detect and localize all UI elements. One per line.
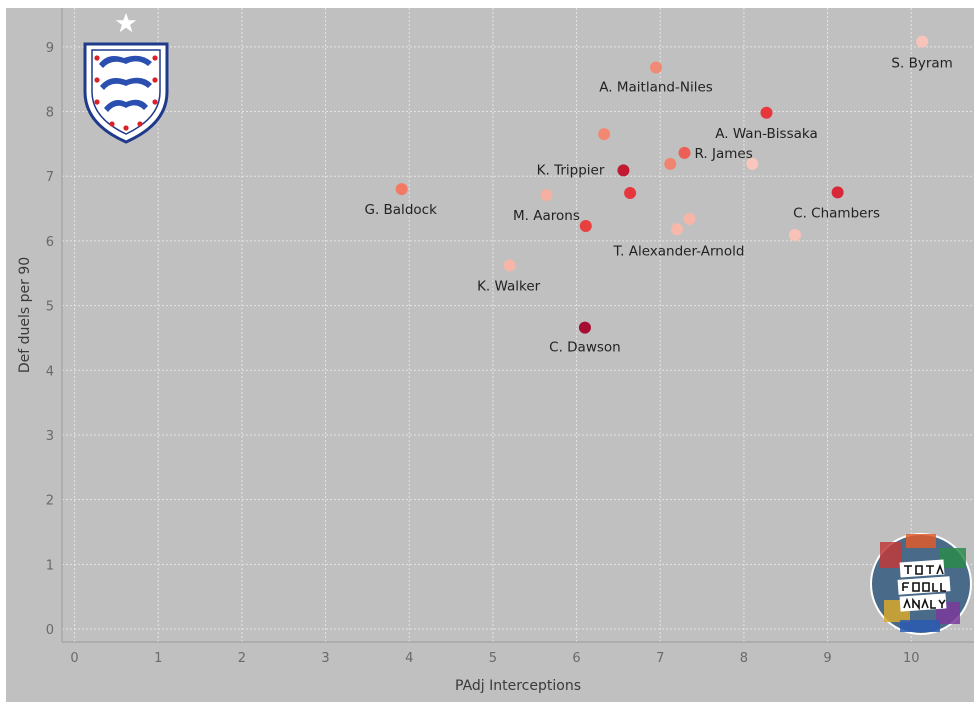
point-label: S. Byram xyxy=(891,56,952,72)
total-football-analysis-logo xyxy=(870,533,972,635)
scatter-point xyxy=(760,106,773,119)
x-tick-label: 7 xyxy=(656,651,664,666)
scatter-point xyxy=(540,188,553,201)
x-tick-label: 8 xyxy=(740,651,748,666)
y-tick-label: 4 xyxy=(46,364,54,379)
data-points xyxy=(395,35,929,334)
point-labels: S. Byram A. Maitland-Niles A. Wan-Bissaka R… xyxy=(364,56,952,356)
x-tick-label: 1 xyxy=(154,651,162,666)
point-label: A. Maitland-Niles xyxy=(599,80,713,96)
point-label: C. Chambers xyxy=(793,205,880,221)
scatter-point xyxy=(788,229,801,242)
point-label: M. Aarons xyxy=(513,208,580,224)
scatter-point xyxy=(624,187,637,200)
scatter-point xyxy=(916,35,929,48)
x-tick-label: 9 xyxy=(823,651,831,666)
x-tick-label: 0 xyxy=(70,651,78,666)
y-tick-label: 0 xyxy=(46,623,54,638)
scatter-point xyxy=(503,259,516,272)
scatter-point xyxy=(746,157,759,170)
england-crest-logo xyxy=(83,13,169,144)
y-tick-label: 9 xyxy=(46,41,54,56)
x-tick-label: 3 xyxy=(321,651,329,666)
y-tick-label: 1 xyxy=(46,558,54,573)
star-icon xyxy=(115,13,137,33)
x-tick-labels: 0 1 2 3 4 5 6 7 8 9 10 xyxy=(70,651,919,666)
y-tick-labels: 0 1 2 3 4 5 6 7 8 9 xyxy=(46,41,54,638)
x-tick-label: 10 xyxy=(903,651,920,666)
scatter-point xyxy=(578,321,591,334)
scatter-point xyxy=(670,223,683,236)
y-tick-label: 6 xyxy=(46,235,54,250)
scatter-point xyxy=(664,157,677,170)
scatter-point xyxy=(831,186,844,199)
x-tick-label: 4 xyxy=(405,651,413,666)
scatter-point xyxy=(650,61,663,74)
y-tick-label: 5 xyxy=(46,300,54,315)
y-tick-label: 8 xyxy=(46,106,54,121)
point-label: K. Trippier xyxy=(537,162,605,178)
point-label: T. Alexander-Arnold xyxy=(613,243,745,259)
x-tick-label: 2 xyxy=(238,651,246,666)
scatter-point xyxy=(683,212,696,225)
scatter-point xyxy=(395,183,408,196)
point-label: A. Wan-Bissaka xyxy=(715,126,818,142)
x-tick-label: 6 xyxy=(572,651,580,666)
point-label: C. Dawson xyxy=(549,340,621,356)
scatter-point xyxy=(598,128,611,141)
plot-area xyxy=(62,8,974,642)
scatter-point xyxy=(617,164,630,177)
x-tick-label: 5 xyxy=(489,651,497,666)
x-axis-label: PAdj Interceptions xyxy=(455,678,581,694)
point-label: R. James xyxy=(695,146,753,162)
y-axis-label: Def duels per 90 xyxy=(17,257,33,373)
y-tick-label: 3 xyxy=(46,429,54,444)
scatter-point xyxy=(579,220,592,233)
scatter-point xyxy=(678,146,691,159)
y-tick-label: 2 xyxy=(46,494,54,509)
point-label: K. Walker xyxy=(477,278,541,294)
point-label: G. Baldock xyxy=(364,202,437,218)
y-tick-label: 7 xyxy=(46,170,54,185)
